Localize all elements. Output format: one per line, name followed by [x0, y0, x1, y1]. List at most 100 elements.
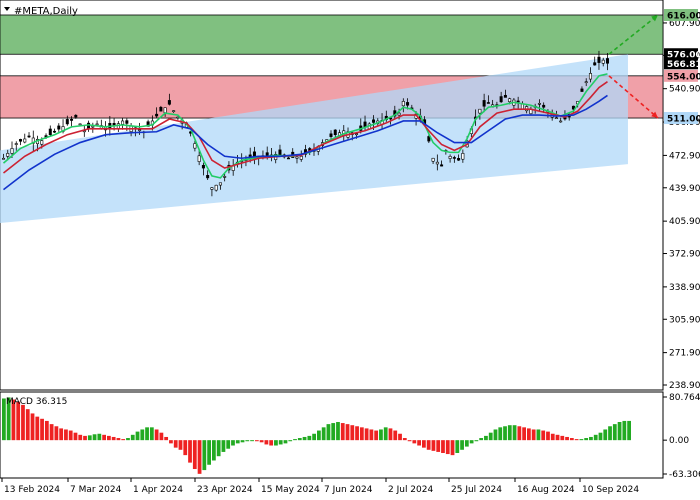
candle-body	[601, 59, 605, 64]
macd-bar	[383, 427, 388, 441]
forecast-down-line	[608, 75, 659, 119]
macd-bar	[317, 430, 321, 441]
macd-bar	[488, 432, 493, 441]
macd-bar	[345, 424, 350, 441]
macd-bar	[2, 398, 6, 441]
macd-bar	[484, 435, 488, 441]
macd-bar	[436, 440, 441, 452]
candle-body	[605, 58, 609, 64]
candle-body	[584, 81, 588, 84]
candle-body	[431, 157, 435, 162]
macd-bar	[73, 432, 78, 441]
price-level-label: 566.81	[667, 60, 700, 70]
macd-bar	[264, 440, 269, 445]
macd-bar	[412, 440, 417, 444]
macd-bar	[6, 397, 11, 441]
candle-body	[397, 112, 401, 116]
macd-bar	[517, 426, 522, 441]
moving-average-line-2	[3, 81, 608, 174]
price-tick-label: 305.90	[669, 315, 700, 325]
macd-bar	[379, 429, 383, 441]
date-tick-label: 2 Jul 2024	[388, 485, 433, 495]
macd-bar	[221, 440, 226, 452]
macd-bar	[283, 440, 288, 444]
macd-bar	[59, 428, 64, 441]
macd-bar	[278, 440, 283, 445]
candle-body	[482, 100, 486, 107]
candle-body	[435, 161, 439, 165]
macd-bar	[574, 439, 579, 441]
forecast-down-arrowhead	[651, 111, 658, 119]
candle-body	[503, 94, 507, 98]
macd-bar	[369, 429, 374, 441]
macd-bar	[83, 435, 87, 441]
macd-bar	[541, 430, 546, 441]
macd-bar	[235, 440, 240, 444]
macd-bar	[116, 438, 121, 441]
candle-body	[406, 102, 410, 106]
triangle-down-icon[interactable]	[4, 7, 10, 11]
macd-bar	[612, 424, 617, 441]
candle-body	[95, 123, 99, 126]
candle-body	[588, 73, 592, 80]
macd-bar	[617, 421, 622, 441]
price-tick-label: 472.90	[669, 151, 700, 161]
macd-histogram	[2, 397, 631, 474]
candle-body	[27, 135, 31, 138]
macd-bar	[121, 439, 126, 441]
candle-body	[206, 175, 210, 179]
macd-bar	[326, 424, 331, 441]
candle-body	[516, 100, 520, 103]
window-header[interactable]: #META,Daily	[4, 6, 78, 17]
macd-bar	[44, 420, 49, 441]
zone-resistance	[0, 14, 664, 55]
price-level-box	[664, 9, 698, 21]
macd-bar	[64, 429, 68, 441]
macd-bar	[417, 440, 421, 446]
macd-bar	[216, 440, 221, 457]
indicator-tick-label: 0.00	[669, 436, 689, 446]
candle-body	[163, 107, 167, 113]
macd-bar	[565, 436, 569, 441]
candle-body	[223, 176, 227, 178]
macd-bar	[422, 440, 426, 448]
macd-bar	[254, 440, 259, 442]
candle-body	[218, 182, 222, 186]
macd-bar	[40, 418, 44, 441]
date-tick-label: 15 May 2024	[261, 485, 320, 495]
macd-bar	[145, 427, 149, 441]
candle-body	[1, 157, 6, 160]
macd-bar	[97, 433, 102, 441]
candle-body	[478, 108, 482, 114]
candle-body	[176, 116, 180, 119]
macd-bar	[269, 440, 274, 446]
price-tick-label: 540.90	[669, 85, 700, 95]
macd-bar	[164, 436, 169, 441]
candle-body	[201, 164, 205, 169]
candle-body	[91, 125, 95, 128]
macd-bar	[197, 440, 202, 474]
candle-body	[70, 118, 74, 121]
price-level-label: 576.00	[667, 51, 700, 61]
moving-average-line-1	[2, 73, 608, 179]
macd-bar	[140, 429, 145, 441]
macd-bar	[479, 438, 484, 441]
candle-body	[6, 153, 10, 157]
candle-body	[508, 98, 512, 103]
macd-bar	[374, 430, 379, 441]
macd-bar	[135, 431, 140, 441]
macd-bar	[30, 413, 35, 441]
trend-channel	[0, 54, 628, 224]
price-level-box	[664, 112, 698, 125]
macd-bar	[240, 440, 245, 443]
candle-body	[146, 121, 150, 127]
macd-bar	[493, 429, 498, 441]
macd-bar	[603, 429, 608, 441]
macd-bar	[92, 434, 97, 441]
candle-body	[457, 158, 461, 161]
macd-bar	[522, 427, 526, 441]
macd-bar	[331, 423, 336, 441]
price-level-box	[664, 69, 698, 82]
price-tick-label: 372.90	[669, 250, 700, 260]
macd-bar	[503, 426, 507, 441]
